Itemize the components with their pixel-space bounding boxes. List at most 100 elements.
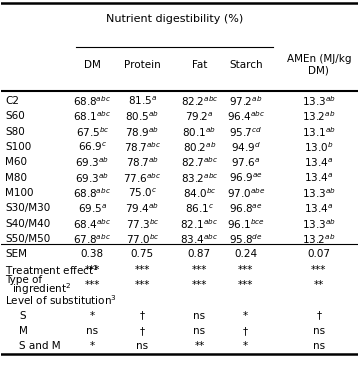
Text: 78.7$^{ab}$: 78.7$^{ab}$ [126, 156, 159, 169]
Text: 78.9$^{ab}$: 78.9$^{ab}$ [125, 125, 159, 139]
Text: ***: *** [85, 265, 100, 275]
Text: †: † [243, 326, 248, 336]
Text: †: † [140, 311, 145, 321]
Text: S and M: S and M [19, 341, 61, 351]
Text: 94.9$^{d}$: 94.9$^{d}$ [231, 140, 261, 154]
Text: 0.38: 0.38 [81, 249, 104, 259]
Text: *: * [90, 311, 95, 321]
Text: 0.07: 0.07 [308, 249, 330, 259]
Text: Starch: Starch [229, 59, 262, 69]
Text: 0.75: 0.75 [131, 249, 154, 259]
Text: M60: M60 [5, 157, 27, 168]
Text: 78.7$^{abc}$: 78.7$^{abc}$ [123, 140, 161, 154]
Text: 13.2$^{ab}$: 13.2$^{ab}$ [302, 232, 335, 246]
Text: 82.7$^{abc}$: 82.7$^{abc}$ [180, 156, 218, 169]
Text: 77.6$^{abc}$: 77.6$^{abc}$ [123, 171, 161, 185]
Text: *: * [243, 311, 248, 321]
Text: 81.5$^{a}$: 81.5$^{a}$ [128, 95, 157, 107]
Text: 68.8$^{abc}$: 68.8$^{abc}$ [73, 94, 111, 108]
Text: 13.3$^{ab}$: 13.3$^{ab}$ [302, 217, 336, 230]
Text: 69.5$^{a}$: 69.5$^{a}$ [78, 202, 107, 215]
Text: 13.1$^{ab}$: 13.1$^{ab}$ [302, 125, 336, 139]
Text: 67.5$^{bc}$: 67.5$^{bc}$ [75, 125, 109, 139]
Text: 82.2$^{abc}$: 82.2$^{abc}$ [180, 94, 218, 108]
Text: Nutrient digestibility (%): Nutrient digestibility (%) [106, 14, 243, 24]
Text: 79.2$^{a}$: 79.2$^{a}$ [185, 110, 214, 123]
Text: 0.24: 0.24 [234, 249, 257, 259]
Text: 96.4$^{abc}$: 96.4$^{abc}$ [227, 110, 265, 123]
Text: S100: S100 [5, 142, 31, 152]
Text: 83.2$^{abc}$: 83.2$^{abc}$ [180, 171, 218, 185]
Text: ***: *** [192, 280, 207, 290]
Text: 80.2$^{ab}$: 80.2$^{ab}$ [183, 140, 216, 154]
Text: 77.3$^{bc}$: 77.3$^{bc}$ [126, 217, 159, 230]
Text: †: † [140, 326, 145, 336]
Text: M80: M80 [5, 173, 27, 183]
Text: 82.1$^{abc}$: 82.1$^{abc}$ [180, 217, 218, 230]
Text: S60: S60 [5, 111, 25, 121]
Text: M: M [19, 326, 28, 336]
Text: Level of substitution$^{3}$: Level of substitution$^{3}$ [5, 293, 117, 307]
Text: 13.3$^{ab}$: 13.3$^{ab}$ [302, 94, 336, 108]
Text: ***: *** [311, 265, 327, 275]
Text: *: * [90, 341, 95, 351]
Text: Protein: Protein [124, 59, 161, 69]
Text: 13.4$^{a}$: 13.4$^{a}$ [304, 171, 334, 184]
Text: 97.6$^{a}$: 97.6$^{a}$ [231, 156, 260, 169]
Text: ***: *** [135, 280, 150, 290]
Text: 97.0$^{abe}$: 97.0$^{abe}$ [227, 186, 265, 200]
Text: AMEn (MJ/kg
DM): AMEn (MJ/kg DM) [287, 54, 351, 75]
Text: ingredient$^{2}$: ingredient$^{2}$ [12, 282, 71, 298]
Text: 96.1$^{bce}$: 96.1$^{bce}$ [227, 217, 265, 230]
Text: 13.4$^{a}$: 13.4$^{a}$ [304, 156, 334, 169]
Text: 66.9$^{c}$: 66.9$^{c}$ [78, 141, 107, 153]
Text: *: * [243, 341, 248, 351]
Text: ns: ns [86, 326, 99, 336]
Text: 68.1$^{abc}$: 68.1$^{abc}$ [73, 110, 112, 123]
Text: Treatment effect$^{1}$: Treatment effect$^{1}$ [5, 263, 99, 276]
Text: Fat: Fat [192, 59, 207, 69]
Text: S: S [19, 311, 26, 321]
Text: 13.4$^{a}$: 13.4$^{a}$ [304, 202, 334, 215]
Text: 13.2$^{ab}$: 13.2$^{ab}$ [302, 110, 335, 123]
Text: **: ** [314, 280, 324, 290]
Text: ***: *** [135, 265, 150, 275]
Text: 77.0$^{bc}$: 77.0$^{bc}$ [126, 232, 159, 246]
Text: 68.4$^{abc}$: 68.4$^{abc}$ [73, 217, 112, 230]
Text: 0.87: 0.87 [188, 249, 211, 259]
Text: Type of: Type of [5, 275, 42, 285]
Text: M100: M100 [5, 188, 34, 198]
Text: DM: DM [84, 59, 101, 69]
Text: 95.8$^{de}$: 95.8$^{de}$ [229, 232, 262, 246]
Text: 79.4$^{ab}$: 79.4$^{ab}$ [125, 201, 159, 215]
Text: S40/M40: S40/M40 [5, 218, 50, 229]
Text: 69.3$^{ab}$: 69.3$^{ab}$ [75, 156, 109, 169]
Text: 96.8$^{ae}$: 96.8$^{ae}$ [229, 202, 262, 215]
Text: **: ** [194, 341, 205, 351]
Text: ns: ns [136, 341, 148, 351]
Text: 67.8$^{abc}$: 67.8$^{abc}$ [73, 232, 111, 246]
Text: ***: *** [238, 265, 253, 275]
Text: S30/M30: S30/M30 [5, 203, 50, 213]
Text: 13.3$^{ab}$: 13.3$^{ab}$ [302, 186, 336, 200]
Text: ***: *** [238, 280, 253, 290]
Text: ns: ns [313, 326, 325, 336]
Text: S80: S80 [5, 127, 25, 137]
Text: 97.2$^{ab}$: 97.2$^{ab}$ [229, 94, 262, 108]
Text: ns: ns [193, 326, 205, 336]
Text: ns: ns [313, 341, 325, 351]
Text: 96.9$^{ae}$: 96.9$^{ae}$ [229, 171, 263, 184]
Text: 80.5$^{ab}$: 80.5$^{ab}$ [125, 110, 159, 123]
Text: C2: C2 [5, 96, 19, 106]
Text: 95.7$^{cd}$: 95.7$^{cd}$ [229, 125, 262, 139]
Text: 86.1$^{c}$: 86.1$^{c}$ [185, 202, 214, 215]
Text: 75.0$^{c}$: 75.0$^{c}$ [128, 187, 157, 199]
Text: 83.4$^{abc}$: 83.4$^{abc}$ [180, 232, 218, 246]
Text: †: † [316, 311, 321, 321]
Text: SEM: SEM [5, 249, 27, 259]
Text: ***: *** [192, 265, 207, 275]
Text: S50/M50: S50/M50 [5, 234, 50, 244]
Text: ***: *** [85, 280, 100, 290]
Text: 69.3$^{ab}$: 69.3$^{ab}$ [75, 171, 109, 185]
Text: 84.0$^{bc}$: 84.0$^{bc}$ [183, 186, 216, 200]
